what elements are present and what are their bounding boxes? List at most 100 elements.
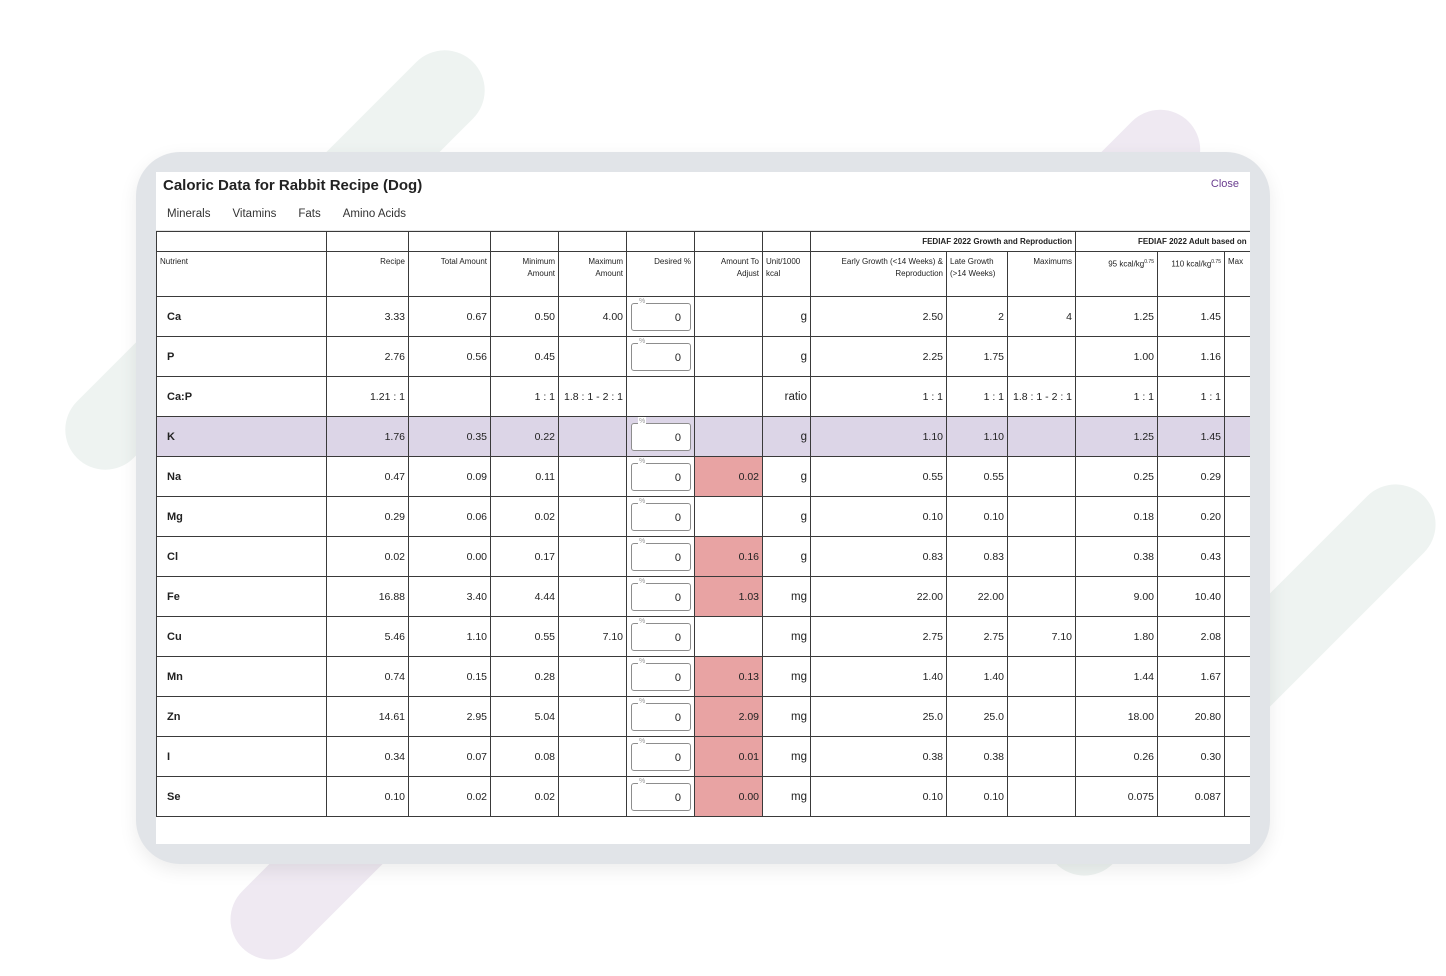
- desired-pct-input[interactable]: % 0: [631, 337, 691, 371]
- recipe-value: 0.47: [326, 456, 409, 497]
- desired-pct-value: 0: [674, 551, 681, 564]
- table-row: Mn 0.74 0.15 0.28% 0 0.13 mg 1.40 1.40 1.44 1.67: [156, 656, 1250, 697]
- adult-95-value: 0.26: [1075, 736, 1158, 777]
- adult-110-value: 0.29: [1157, 456, 1225, 497]
- pct-legend: %: [638, 777, 647, 786]
- minimum-amount-value: 0.22: [490, 416, 559, 457]
- early-growth-value: 2.75: [810, 616, 947, 657]
- adult-95-value: 1.00: [1075, 336, 1158, 377]
- maximum-amount-value: [558, 336, 627, 377]
- desired-pct-input[interactable]: % 0: [631, 457, 691, 491]
- desired-pct-cell: % 0: [626, 576, 695, 617]
- caloric-data-dialog: Caloric Data for Rabbit Recipe (Dog) Clo…: [156, 172, 1250, 844]
- desired-pct-input[interactable]: % 0: [631, 697, 691, 731]
- tab-minerals[interactable]: Minerals: [156, 207, 222, 232]
- nutrient-name: Ca: [156, 296, 327, 337]
- adult-max-value: [1224, 736, 1250, 777]
- nutrient-name: Na: [156, 456, 327, 497]
- late-growth-value: 1.10: [946, 416, 1008, 457]
- adult-95-value: 9.00: [1075, 576, 1158, 617]
- nutrient-name: Mn: [156, 656, 327, 697]
- desired-pct-value: 0: [674, 471, 681, 484]
- desired-pct-input[interactable]: % 0: [631, 737, 691, 771]
- col-nutrient: Nutrient: [156, 251, 327, 297]
- tab-vitamins[interactable]: Vitamins: [232, 208, 277, 220]
- early-growth-value: 1 : 1: [810, 376, 947, 417]
- adult-max-value: [1224, 416, 1250, 457]
- maximum-amount-value: [558, 736, 627, 777]
- adult-95-value: 1.25: [1075, 296, 1158, 337]
- early-growth-value: 25.0: [810, 696, 947, 737]
- adult-95-value: 0.075: [1075, 776, 1158, 817]
- minimum-amount-value: 0.08: [490, 736, 559, 777]
- tabs-divider: [156, 230, 1250, 231]
- recipe-value: 1.76: [326, 416, 409, 457]
- late-growth-value: 25.0: [946, 696, 1008, 737]
- amount-to-adjust-value: 0.00: [694, 776, 763, 817]
- adult-max-value: [1224, 576, 1250, 617]
- adult-110-value: 0.30: [1157, 736, 1225, 777]
- desired-pct-input[interactable]: % 0: [631, 777, 691, 811]
- minimum-amount-value: 5.04: [490, 696, 559, 737]
- amount-to-adjust-value: [694, 616, 763, 657]
- nutrient-name: Ca:P: [156, 376, 327, 417]
- recipe-value: 3.33: [326, 296, 409, 337]
- recipe-value: 16.88: [326, 576, 409, 617]
- nutrient-name: Cl: [156, 536, 327, 577]
- total-amount-value: 0.15: [408, 656, 491, 697]
- desired-pct-value: 0: [674, 751, 681, 764]
- desired-pct-cell: % 0: [626, 736, 695, 777]
- adult-110-value: 0.20: [1157, 496, 1225, 537]
- amount-to-adjust-value: 2.09: [694, 696, 763, 737]
- dialog-title: Caloric Data for Rabbit Recipe (Dog): [163, 177, 423, 194]
- amount-to-adjust-value: 0.01: [694, 736, 763, 777]
- early-growth-value: 2.25: [810, 336, 947, 377]
- unit-value: mg: [762, 736, 811, 777]
- col-unit: Unit/1000 kcal: [762, 251, 811, 297]
- desired-pct-value: 0: [674, 431, 681, 444]
- desired-pct-input[interactable]: % 0: [631, 297, 691, 331]
- table-row: Se 0.10 0.02 0.02% 0 0.00 mg 0.10 0.10 0.075 0.087: [156, 776, 1250, 817]
- desired-pct-input[interactable]: % 0: [631, 497, 691, 531]
- adult-95-value: 1 : 1: [1075, 376, 1158, 417]
- desired-pct-cell: % 0: [626, 776, 695, 817]
- maximum-amount-value: [558, 456, 627, 497]
- desired-pct-cell: % 0: [626, 336, 695, 377]
- early-growth-value: 0.83: [810, 536, 947, 577]
- adult-max-value: [1224, 336, 1250, 377]
- desired-pct-input[interactable]: % 0: [631, 577, 691, 611]
- maximums-value: [1007, 536, 1076, 577]
- col-total-amount: Total Amount: [408, 251, 491, 297]
- desired-pct-input[interactable]: % 0: [631, 617, 691, 651]
- maximums-value: [1007, 776, 1076, 817]
- minimum-amount-value: 1 : 1: [490, 376, 559, 417]
- recipe-value: 14.61: [326, 696, 409, 737]
- pct-legend: %: [638, 697, 647, 706]
- unit-value: g: [762, 536, 811, 577]
- total-amount-value: 2.95: [408, 696, 491, 737]
- col-maximum-amount: Maximum Amount: [558, 251, 627, 297]
- adult-max-value: [1224, 296, 1250, 337]
- desired-pct-input[interactable]: % 0: [631, 657, 691, 691]
- late-growth-value: 0.38: [946, 736, 1008, 777]
- late-growth-value: 2.75: [946, 616, 1008, 657]
- late-growth-value: 0.83: [946, 536, 1008, 577]
- unit-value: g: [762, 496, 811, 537]
- maximums-value: [1007, 416, 1076, 457]
- early-growth-value: 0.10: [810, 776, 947, 817]
- close-button[interactable]: Close: [1210, 178, 1239, 190]
- early-growth-value: 1.40: [810, 656, 947, 697]
- desired-pct-input[interactable]: % 0: [631, 417, 691, 451]
- desired-pct-cell: % 0: [626, 656, 695, 697]
- tab-amino-acids[interactable]: Amino Acids: [342, 208, 407, 220]
- adult-95-value: 18.00: [1075, 696, 1158, 737]
- tab-fats[interactable]: Fats: [298, 208, 321, 220]
- unit-value: g: [762, 416, 811, 457]
- desired-pct-input[interactable]: % 0: [631, 537, 691, 571]
- desired-pct-cell: [626, 376, 695, 417]
- early-growth-value: 0.55: [810, 456, 947, 497]
- maximums-value: 1.8 : 1 - 2 : 1: [1007, 376, 1076, 417]
- unit-value: ratio: [762, 376, 811, 417]
- pct-legend: %: [638, 617, 647, 626]
